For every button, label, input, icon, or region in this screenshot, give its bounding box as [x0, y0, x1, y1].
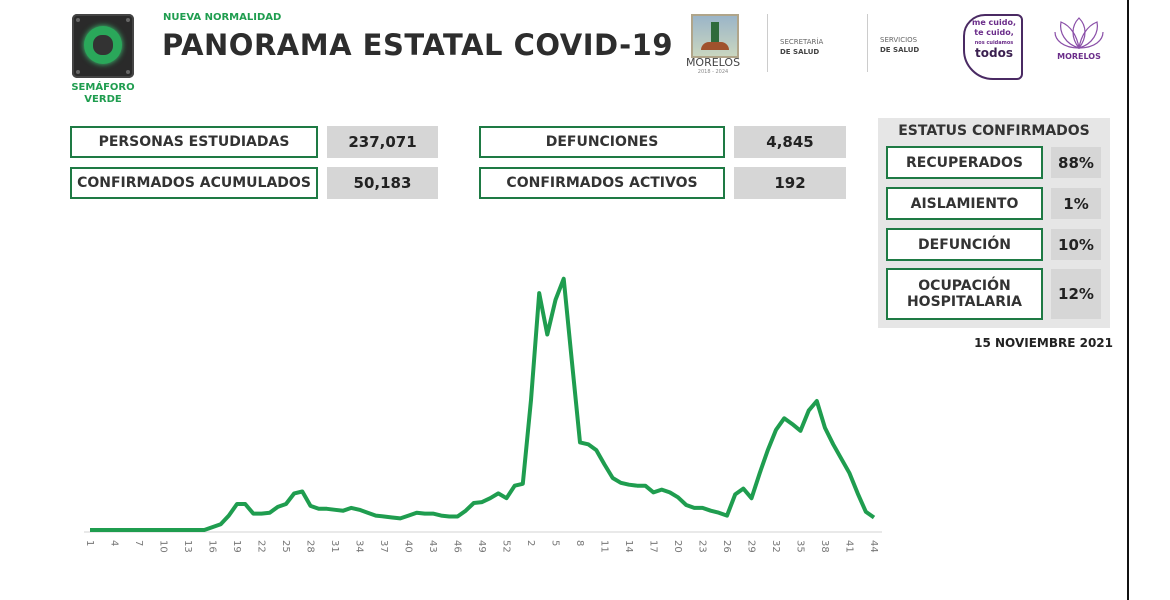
- semaforo-color: VERDE: [84, 94, 122, 105]
- x-tick-label: 8: [574, 540, 585, 546]
- x-tick-label: 52: [501, 540, 512, 553]
- stat-label-defunciones: DEFUNCIONES: [479, 126, 725, 158]
- x-tick-label: 31: [329, 540, 340, 553]
- campaign-line4: todos: [975, 46, 1013, 60]
- status-label-aislamiento: AISLAMIENTO: [886, 187, 1043, 220]
- stat-value-confirmados-activos: 192: [734, 167, 846, 199]
- x-tick-label: 23: [697, 540, 708, 553]
- stat-value-personas-estudiadas: 237,071: [327, 126, 438, 158]
- campaign-logo: me cuido, te cuido, nos cuidamos todos: [970, 18, 1018, 60]
- page-title: PANORAMA ESTATAL COVID-19: [162, 28, 673, 62]
- x-tick-label: 26: [721, 540, 732, 553]
- campaign-line2: te cuido,: [974, 28, 1014, 37]
- x-tick-label: 41: [844, 540, 855, 553]
- stat-label-confirmados-acumulados: CONFIRMADOS ACUMULADOS: [70, 167, 318, 199]
- secretaria-line1: SECRETARÍA: [780, 38, 824, 46]
- x-tick-label: 5: [550, 540, 561, 546]
- x-tick-label: 11: [599, 540, 610, 553]
- x-tick-label: 32: [770, 540, 781, 553]
- x-tick-label: 25: [280, 540, 291, 553]
- x-tick-label: 43: [427, 540, 438, 553]
- x-tick-label: 17: [648, 540, 659, 553]
- morelos-years: 2018 - 2024: [697, 69, 729, 75]
- x-tick-label: 34: [354, 540, 365, 553]
- x-tick-label: 7: [133, 540, 144, 546]
- servicios-line2: DE SALUD: [880, 46, 920, 54]
- servicios-salud-logo: SERVICIOS DE SALUD: [880, 35, 919, 55]
- x-tick-label: 19: [231, 540, 242, 553]
- x-tick-label: 14: [623, 540, 634, 553]
- x-tick-label: 37: [378, 540, 389, 553]
- status-value-recuperados: 88%: [1051, 147, 1101, 178]
- x-tick-label: 28: [305, 540, 316, 553]
- secretaria-salud-logo: SECRETARÍA DE SALUD: [780, 37, 823, 57]
- shield-icon: [963, 14, 1023, 80]
- x-tick-label: 4: [109, 540, 120, 546]
- x-tick-label: 16: [207, 540, 218, 553]
- status-label-recuperados: RECUPERADOS: [886, 146, 1043, 179]
- stat-label-confirmados-activos: CONFIRMADOS ACTIVOS: [479, 167, 725, 199]
- status-label-ocupacion-hospitalaria: OCUPACIÓN HOSPITALARIA: [886, 268, 1043, 320]
- logo-divider: [867, 14, 868, 72]
- x-tick-label: 10: [158, 540, 169, 553]
- x-tick-label: 1: [84, 540, 95, 546]
- frame-edge: [1127, 0, 1129, 600]
- x-tick-label: 40: [403, 540, 414, 553]
- status-label-defuncion: DEFUNCIÓN: [886, 228, 1043, 261]
- status-value-ocupacion-hospitalaria: 12%: [1051, 269, 1101, 319]
- x-tick-label: 44: [868, 540, 879, 553]
- secretaria-line2: DE SALUD: [780, 48, 820, 56]
- campaign-line1: me cuido,: [972, 18, 1016, 27]
- status-value-defuncion: 10%: [1051, 229, 1101, 260]
- subtitle: NUEVA NORMALIDAD: [163, 12, 282, 23]
- lotus-icon: [1054, 17, 1104, 49]
- semaforo-text: SEMÁFORO: [71, 82, 135, 93]
- status-value-aislamiento: 1%: [1051, 188, 1101, 219]
- semaforo-label: SEMÁFORO VERDE: [66, 82, 140, 106]
- traffic-light-icon: [72, 14, 134, 78]
- status-title: ESTATUS CONFIRMADOS: [898, 123, 1090, 139]
- morelos-logo-text: MORELOS: [685, 56, 741, 69]
- logo-divider: [767, 14, 768, 72]
- stat-value-defunciones: 4,845: [734, 126, 846, 158]
- report-date: 15 NOVIEMBRE 2021: [974, 336, 1113, 350]
- stat-value-confirmados-acumulados: 50,183: [327, 167, 438, 199]
- x-tick-label: 35: [795, 540, 806, 553]
- campaign-line3: nos cuidamos: [974, 40, 1014, 46]
- stat-label-personas-estudiadas: PERSONAS ESTUDIADAS: [70, 126, 318, 158]
- x-tick-label: 29: [746, 540, 757, 553]
- morelos-lotus-text: MORELOS: [1057, 52, 1101, 61]
- x-tick-label: 13: [182, 540, 193, 553]
- x-tick-label: 2: [525, 540, 536, 546]
- x-tick-label: 46: [452, 540, 463, 553]
- x-tick-label: 20: [672, 540, 683, 553]
- x-tick-label: 49: [476, 540, 487, 553]
- morelos-crest-logo: [691, 14, 739, 58]
- x-tick-label: 38: [819, 540, 830, 553]
- servicios-line1: SERVICIOS: [880, 36, 918, 44]
- x-tick-label: 22: [256, 540, 267, 553]
- series-line-casos: [90, 276, 876, 532]
